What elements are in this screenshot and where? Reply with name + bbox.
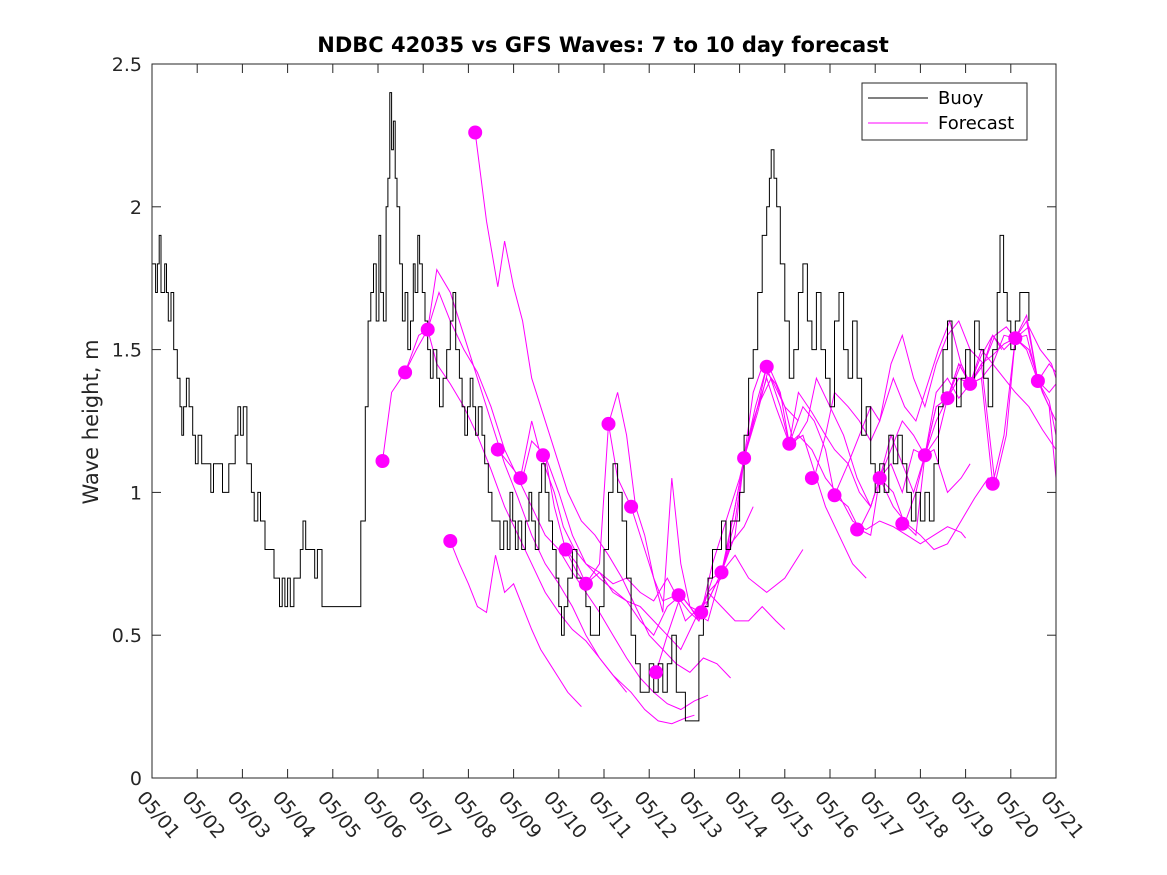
forecast-marker-13	[649, 665, 663, 680]
forecast-line-2	[404, 268, 695, 725]
forecast-marker-18	[759, 359, 774, 374]
forecast-line-11	[655, 365, 867, 673]
y-tick-label: 2.5	[112, 54, 142, 76]
forecast-marker-1	[375, 454, 390, 468]
forecast-line-1	[382, 328, 627, 693]
y-tick-label: 1	[130, 482, 142, 504]
forecast-line-4	[449, 540, 582, 707]
y-tick-label: 2	[130, 197, 142, 219]
forecast-marker-22	[850, 522, 865, 537]
buoy-series-line	[152, 92, 1030, 722]
forecast-marker-10	[578, 576, 593, 591]
forecast-marker-16	[714, 565, 729, 580]
y-tick-label: 0.5	[112, 625, 142, 647]
forecast-marker-9	[558, 542, 573, 557]
forecast-marker-17	[737, 451, 752, 466]
legend: Buoy Forecast	[861, 82, 1028, 141]
forecast-marker-20	[804, 471, 819, 486]
forecast-marker-14	[671, 588, 686, 603]
forecast-marker-7	[513, 471, 528, 486]
legend-box	[861, 82, 1028, 141]
forecast-line-13	[721, 376, 998, 573]
forecast-line-3	[427, 290, 709, 711]
forecast-marker-8	[536, 448, 550, 463]
forecast-marker-2	[398, 365, 413, 380]
forecast-marker-25	[917, 448, 932, 463]
chart-title: NDBC 42035 vs GFS Waves: 7 to 10 day for…	[317, 33, 888, 57]
forecast-line-9	[565, 366, 768, 622]
forecast-marker-15	[694, 605, 709, 620]
forecast-marker-27	[963, 376, 978, 391]
plot-area	[152, 92, 1057, 725]
forecast-marker-30	[1030, 374, 1045, 388]
y-tick-label: 0	[130, 768, 142, 790]
forecast-marker-24	[895, 516, 910, 531]
y-tick-label: 1.5	[112, 340, 142, 362]
y-axis-label: Wave height, m	[79, 339, 103, 504]
forecast-marker-12	[624, 499, 639, 514]
forecast-marker-6	[490, 442, 505, 457]
forecast-marker-21	[827, 488, 842, 503]
forecast-marker-3	[420, 322, 435, 337]
forecast-marker-11	[601, 416, 616, 431]
forecast-line-7	[522, 439, 804, 637]
forecast-line-5	[474, 132, 731, 679]
forecast-marker-19	[782, 436, 797, 451]
legend-buoy-label: Buoy	[938, 88, 984, 109]
forecast-marker-26	[940, 391, 955, 406]
forecast-marker-5	[468, 125, 483, 140]
legend-forecast-label: Forecast	[938, 113, 1014, 134]
forecast-marker-29	[1008, 331, 1023, 346]
forecast-marker-28	[985, 476, 1000, 491]
forecast-marker-23	[872, 471, 887, 486]
forecast-marker-4	[443, 534, 458, 548]
